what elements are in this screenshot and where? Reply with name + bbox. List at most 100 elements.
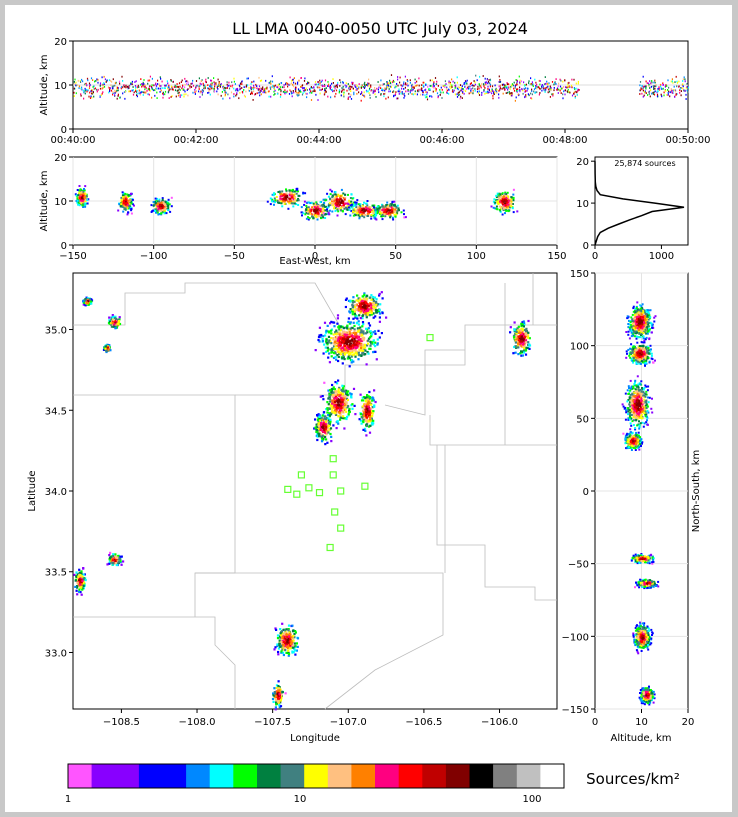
source-point [569,91,571,94]
source-point [338,398,341,401]
source-point [348,335,351,338]
source-point [355,322,358,325]
source-point [386,205,389,208]
source-point [290,90,292,93]
source-point [327,335,331,338]
source-point [324,415,327,418]
source-point [315,423,318,426]
altitude-time-ticks: 00:40:00 00:42:00 00:44:00 00:46:00 00:48:00… [51,37,711,146]
source-point [285,198,288,201]
source-point [156,91,158,94]
source-point [225,87,227,90]
source-point [422,93,424,96]
source-point [684,80,686,83]
source-point [272,200,275,203]
source-point [534,92,536,94]
source-point [333,325,336,328]
source-point [322,352,325,355]
source-point [344,407,347,411]
source-point [391,216,394,219]
source-point [520,322,523,325]
source-point [321,212,324,215]
source-point [292,188,294,191]
source-point [80,87,82,90]
source-point [87,79,89,82]
source-point [570,84,573,87]
source-point [349,311,352,314]
source-point [502,207,505,210]
source-point [464,86,466,88]
source-point [352,360,355,363]
source-point [334,381,337,384]
source-point [512,84,514,87]
source-point [302,191,305,194]
source-point [84,200,87,203]
source-point [316,208,319,211]
source-point [383,213,386,216]
source-point [520,345,523,348]
source-point [369,206,372,209]
source-point [186,80,188,82]
source-point [298,94,300,96]
source-point [476,88,479,90]
source-point [513,345,516,349]
source-point [516,346,520,349]
source-point [148,87,150,89]
source-point [293,199,296,202]
source-point [499,84,501,87]
source-point [385,204,388,207]
source-point [339,334,342,337]
source-point [290,90,292,93]
source-point [368,324,372,327]
source-point [471,84,473,87]
source-point [394,215,397,218]
source-point [293,197,295,200]
source-point [379,211,381,214]
source-point [156,200,159,203]
source-point [246,77,248,80]
source-point [648,84,650,86]
source-point [476,79,478,82]
source-point [318,207,321,210]
source-point [349,95,351,98]
source-point [364,213,367,216]
source-point [169,210,172,213]
source-point [349,85,352,88]
source-point [88,95,90,98]
source-point [336,205,339,208]
source-point [339,85,341,87]
source-point [185,80,187,83]
source-point [370,85,372,88]
source-point [333,409,337,412]
source-point [127,194,130,197]
source-point [127,199,130,202]
source-point [639,93,641,95]
source-point [370,311,373,315]
source-point [536,91,538,94]
source-point [355,84,357,86]
source-point [315,429,319,432]
source-point [359,326,362,329]
source-point [350,349,353,352]
source-point [82,300,85,303]
source-point [367,327,370,330]
source-point [363,87,366,89]
source-point [380,79,382,82]
source-point [343,427,346,430]
source-point [349,342,352,345]
source-point [527,341,530,344]
source-point [517,88,519,91]
source-point [109,90,111,93]
source-point [355,299,358,302]
source-point [291,92,293,95]
source-point [288,197,291,200]
source-point [290,189,293,192]
source-point [482,75,484,77]
source-point [380,93,382,95]
source-point [651,81,653,84]
source-point [335,92,337,95]
source-point [376,338,379,341]
source-point [306,96,308,99]
source-point [510,203,513,206]
source-point [93,85,95,88]
